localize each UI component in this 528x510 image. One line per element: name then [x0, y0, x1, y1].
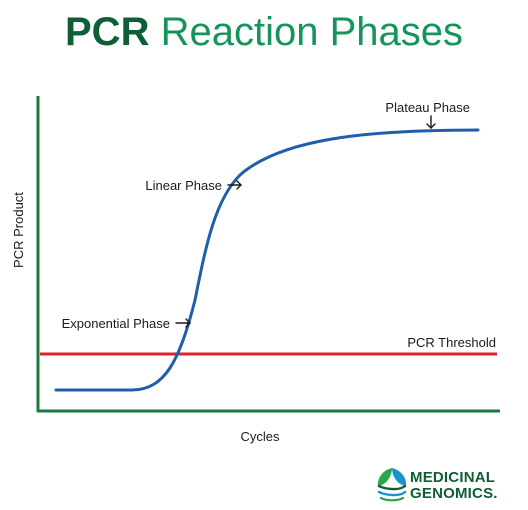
linear-phase-label: Linear Phase: [145, 178, 222, 193]
title-strong: PCR: [65, 10, 150, 54]
exponential-phase-label: Exponential Phase: [62, 316, 170, 331]
x-axis-label: Cycles: [240, 429, 280, 444]
logo-line-2: GENOMICS.: [410, 485, 498, 502]
title-rest: Reaction Phases: [160, 10, 463, 54]
threshold-label: PCR Threshold: [407, 335, 496, 350]
brand-logo: MEDICINAL GENOMICS.: [377, 468, 498, 502]
y-axis-label: PCR Product: [11, 192, 26, 268]
logo-line-1: MEDICINAL: [410, 469, 495, 486]
leaf-helix-icon: [377, 468, 407, 502]
exponential-arrow-icon: [175, 318, 191, 328]
amplification-curve: [54, 128, 480, 392]
page-title: PCR Reaction Phases: [0, 6, 528, 58]
plateau-phase-label: Plateau Phase: [385, 100, 470, 115]
linear-arrow-icon: [227, 180, 242, 190]
plateau-arrow-icon: [426, 115, 436, 129]
